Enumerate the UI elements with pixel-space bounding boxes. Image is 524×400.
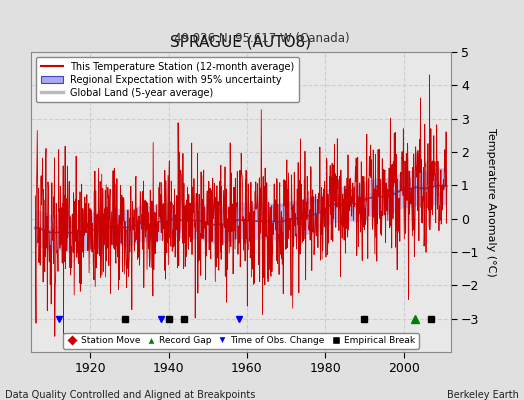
- Title: SPRAGUE (AUTO8): SPRAGUE (AUTO8): [170, 34, 312, 50]
- Text: Data Quality Controlled and Aligned at Breakpoints: Data Quality Controlled and Aligned at B…: [5, 390, 256, 400]
- Legend: Station Move, Record Gap, Time of Obs. Change, Empirical Break: Station Move, Record Gap, Time of Obs. C…: [63, 333, 419, 349]
- Text: 49.026 N, 95.617 W (Canada): 49.026 N, 95.617 W (Canada): [174, 32, 350, 45]
- Y-axis label: Temperature Anomaly (°C): Temperature Anomaly (°C): [486, 128, 496, 276]
- Text: Berkeley Earth: Berkeley Earth: [447, 390, 519, 400]
